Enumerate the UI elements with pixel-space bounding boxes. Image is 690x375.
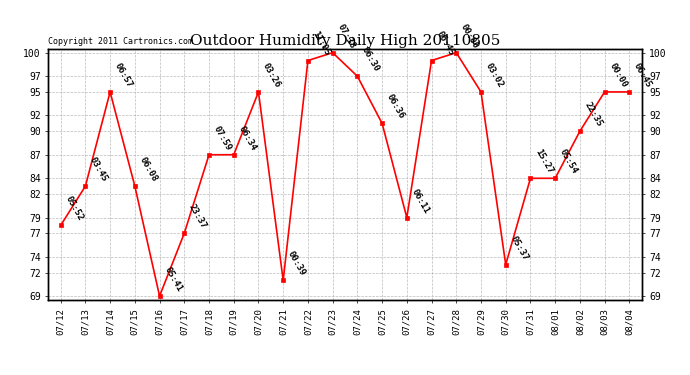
Text: 06:57: 06:57 — [113, 62, 134, 89]
Text: 06:08: 06:08 — [137, 156, 159, 183]
Text: 15:27: 15:27 — [533, 148, 555, 176]
Text: 05:54: 05:54 — [558, 148, 579, 176]
Text: 03:02: 03:02 — [484, 62, 505, 89]
Title: Outdoor Humidity Daily High 20110805: Outdoor Humidity Daily High 20110805 — [190, 34, 500, 48]
Text: 23:37: 23:37 — [187, 203, 208, 231]
Text: 03:26: 03:26 — [262, 62, 282, 89]
Text: 06:34: 06:34 — [237, 124, 258, 152]
Text: 05:37: 05:37 — [509, 234, 530, 262]
Text: 03:45: 03:45 — [88, 156, 110, 183]
Text: 06:45: 06:45 — [434, 30, 455, 58]
Text: 07:59: 07:59 — [212, 124, 233, 152]
Text: 06:11: 06:11 — [410, 187, 431, 215]
Text: 06:36: 06:36 — [385, 93, 406, 120]
Text: 05:52: 05:52 — [63, 195, 85, 223]
Text: 11:05: 11:05 — [310, 30, 332, 58]
Text: 06:30: 06:30 — [360, 46, 382, 74]
Text: Copyright 2011 Cartronics.com: Copyright 2011 Cartronics.com — [48, 37, 193, 46]
Text: 00:00: 00:00 — [459, 22, 480, 50]
Text: 00:00: 00:00 — [607, 62, 629, 89]
Text: 05:41: 05:41 — [162, 266, 184, 293]
Text: 06:45: 06:45 — [632, 62, 653, 89]
Text: 22:35: 22:35 — [582, 100, 604, 128]
Text: 07:38: 07:38 — [335, 22, 357, 50]
Text: 00:39: 00:39 — [286, 250, 307, 278]
